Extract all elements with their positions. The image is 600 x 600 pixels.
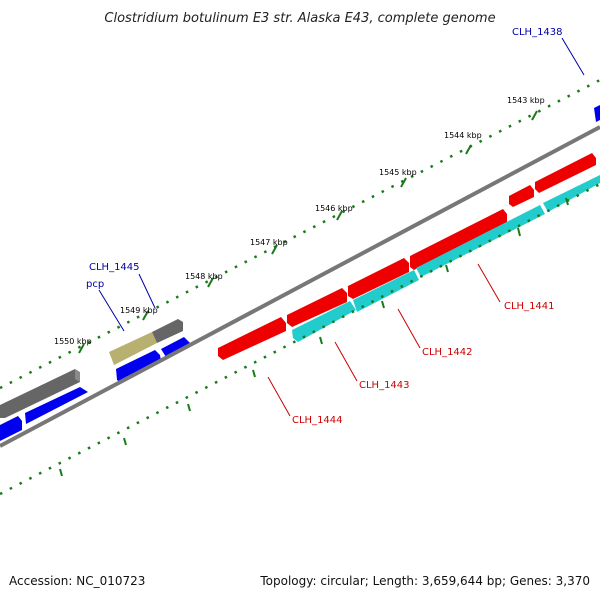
inner-tick-major [445,264,449,273]
leader-clh-1445 [138,273,156,309]
gene-label-clh-1443[interactable]: CLH_1443 [359,380,410,391]
inner-tick-major [123,437,127,446]
leader-clh-1438 [561,37,585,76]
gene-label-clh-1442[interactable]: CLH_1442 [422,347,473,358]
tick-label: 1543 kbp [507,96,545,105]
gene-gray[interactable] [152,319,183,343]
gene-gray[interactable] [75,369,80,382]
gene-red[interactable] [287,288,347,327]
inner-tick-major [565,197,569,206]
label-leaders [98,37,585,417]
outer-tick-ring [0,78,600,390]
gene-clh-1438[interactable] [594,105,600,122]
inner-tick-major [59,468,63,477]
tick-label: 1549 kbp [120,306,158,315]
accession-text: Accession: NC_010723 [9,574,146,588]
gene-red[interactable] [348,258,409,299]
outer-tick-dotted-line [0,78,600,390]
reverse-strand-cyan [292,175,600,342]
gene-blue[interactable] [161,337,190,357]
gene-red[interactable] [509,185,534,207]
gene-label-pcp[interactable]: pcp [86,279,104,290]
tick-label: 1548 kbp [185,272,223,281]
tick-label: 1544 kbp [444,131,482,140]
leader-clh-1443 [334,341,358,382]
outer-tick-major [400,177,407,188]
gene-cyan[interactable] [543,175,600,212]
gene-cyan[interactable] [353,270,419,312]
tick-label: 1547 kbp [250,238,288,247]
gene-cyan[interactable] [416,205,545,277]
leader-pcp [98,289,125,332]
gene-label-clh-1441[interactable]: CLH_1441 [504,301,555,312]
gene-label-clh-1444[interactable]: CLH_1444 [292,415,343,426]
gene-red[interactable] [535,153,596,193]
outer-tick-major [465,144,472,155]
gene-red[interactable] [410,209,507,270]
inner-tick-major [517,227,521,237]
gene-label-clh-1445[interactable]: CLH_1445 [89,262,140,273]
gene-cyan[interactable] [292,301,356,342]
gene-blue[interactable] [116,350,161,382]
tick-label: 1550 kbp [54,337,92,346]
gene-clh-1444[interactable] [218,317,286,360]
leader-clh-1444 [267,376,291,417]
inner-tick-major [252,369,256,378]
leader-clh-1441 [477,263,501,303]
inner-tick-dotted-line [0,182,600,496]
tick-label: 1546 kbp [315,204,353,213]
gene-label-clh-1438[interactable]: CLH_1438 [512,27,563,38]
outer-tick-major [142,310,149,321]
tick-labels: 1543 kbp 1544 kbp 1545 kbp 1546 kbp 1547… [54,96,545,346]
genome-backbone [0,125,600,448]
gene-labels: CLH_1438 CLH_1445 pcp CLH_1441 CLH_1442 … [86,27,563,426]
inner-tick-ring [0,182,600,496]
leader-clh-1442 [397,308,421,349]
gene-pcp-highlight[interactable] [109,332,157,365]
inner-tick-major [187,403,191,412]
outer-tick-major [531,110,538,121]
map-title: Clostridium botulinum E3 str. Alaska E43… [104,11,495,26]
inner-tick-major [381,300,385,309]
inner-tick-major [319,336,323,345]
tick-label: 1545 kbp [379,168,417,177]
outer-tick-major [207,277,214,288]
gene-blue[interactable] [25,387,88,424]
genome-stats-text: Topology: circular; Length: 3,659,644 bp… [260,574,590,588]
forward-strand-genes [0,105,600,441]
gene-blue[interactable] [0,416,22,441]
outer-tick-major [271,244,278,255]
outer-tick-major [78,343,85,354]
gene-gray[interactable] [0,369,80,418]
outer-tick-major [336,210,343,221]
reverse-strand-red [218,153,596,360]
